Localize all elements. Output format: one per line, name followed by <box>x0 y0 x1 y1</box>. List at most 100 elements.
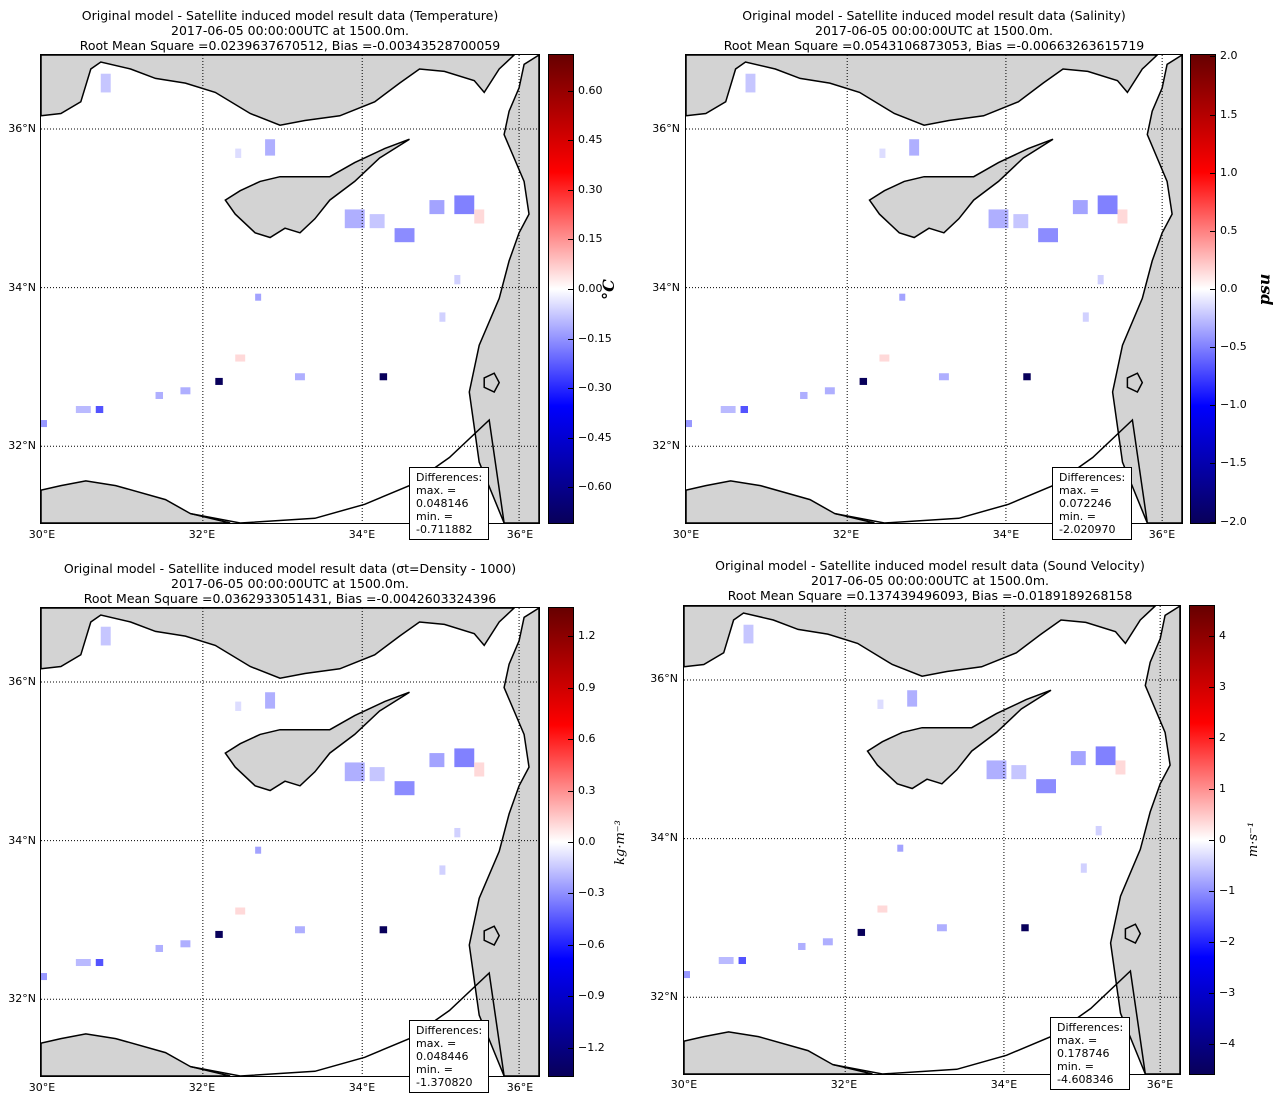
lat-label: 32°N <box>652 439 680 452</box>
colorbar-tick-label: 2.0 <box>1220 49 1238 63</box>
lon-label: 36°E <box>506 528 534 541</box>
anomaly-cell <box>180 387 191 395</box>
map-canvas <box>684 606 1180 1074</box>
colorbar-tick <box>1209 636 1214 638</box>
lon-label: 36°E <box>506 1081 534 1094</box>
anomaly-cell <box>439 865 446 875</box>
cyprus-island <box>224 691 410 792</box>
anomaly-cell <box>718 957 734 965</box>
lat-label: 36°N <box>8 675 36 688</box>
map-title: Original model - Satellite induced model… <box>79 8 501 53</box>
land-south <box>41 1033 231 1076</box>
colorbar-tick <box>568 189 573 191</box>
anomaly-cell <box>988 209 1009 229</box>
anomaly-cell <box>369 214 385 229</box>
colorbar-tick <box>1209 840 1214 841</box>
anomaly-cell <box>822 938 833 946</box>
colorbar-tick-label: 2 <box>1219 731 1226 744</box>
anomaly-cell <box>1036 779 1056 794</box>
colorbar-tick <box>1210 172 1215 174</box>
anomaly-cell <box>907 690 918 707</box>
coastline <box>832 969 1147 1074</box>
differences-box: Differences: max. = 0.178746 min. = -4.608… <box>1050 1017 1131 1090</box>
colorbar-tick <box>1210 56 1215 58</box>
lon-label: 34°E <box>992 528 1020 541</box>
land-east <box>468 608 539 1076</box>
colorbar-tick-label: −3 <box>1219 985 1236 999</box>
colorbar-tick <box>1210 230 1215 232</box>
colorbar-tick <box>568 944 573 946</box>
colorbar-tick <box>1209 789 1214 790</box>
colorbar-tick-label: −0.45 <box>578 430 612 444</box>
anomaly-cell <box>1117 209 1128 224</box>
anomaly-cell <box>454 274 461 285</box>
anomaly-cell <box>1080 863 1087 873</box>
anomaly-cell <box>454 827 461 838</box>
colorbar-tick <box>1210 405 1215 407</box>
colorbar-tick <box>568 687 573 689</box>
anomaly-cell <box>379 926 388 934</box>
anomaly-cell <box>745 73 756 93</box>
colorbar-unit: kg·m⁻³ <box>612 820 628 865</box>
anomaly-cell <box>1072 200 1088 215</box>
colorbar-tick <box>568 996 573 998</box>
anomaly-cell <box>394 228 415 243</box>
anomaly-cell <box>155 391 164 399</box>
colorbar-tick-label: −1.2 <box>578 1040 605 1054</box>
colorbar-tick <box>568 289 573 290</box>
colorbar-tick-label: 0.3 <box>578 783 596 797</box>
colorbar-tick-label: 0.6 <box>578 732 596 746</box>
anomaly-cell <box>474 209 485 224</box>
colorbar-tick <box>568 338 573 340</box>
colorbar-tick-label: 0.15 <box>578 232 603 246</box>
colorbar-tick <box>1209 890 1214 892</box>
anomaly-cell <box>344 209 365 229</box>
small-island <box>483 925 501 946</box>
colorbar-tick <box>1209 992 1214 994</box>
colorbar-tick-label: 1.2 <box>578 629 596 643</box>
lon-label: 30°E <box>28 1081 56 1094</box>
anomaly-cell <box>877 699 884 709</box>
colorbar-tick <box>1209 738 1214 739</box>
colorbar-tick-label: −0.9 <box>578 989 605 1003</box>
map-canvas <box>41 55 539 523</box>
colorbar-tick-label: 0.30 <box>578 182 603 196</box>
colorbar-tick-label: −0.6 <box>578 937 605 951</box>
lat-label: 32°N <box>650 990 678 1003</box>
lat-label: 32°N <box>8 992 36 1005</box>
anomaly-cell <box>740 406 748 414</box>
anomaly-cell <box>743 624 754 644</box>
anomaly-cell <box>235 354 246 362</box>
colorbar-tick <box>568 90 573 92</box>
anomaly-cell <box>1021 924 1029 932</box>
cyprus-island <box>868 138 1054 239</box>
lat-label: 34°N <box>650 831 678 844</box>
colorbar-unit: psu <box>1254 273 1274 306</box>
anomaly-cell <box>100 73 111 93</box>
lon-label: 32°E <box>188 528 216 541</box>
anomaly-cell <box>75 959 91 967</box>
anomaly-cell <box>824 387 835 395</box>
anomaly-cell <box>897 844 904 852</box>
small-island <box>483 372 501 393</box>
colorbar-tick-label: 4 <box>1219 629 1226 643</box>
lat-label: 36°N <box>652 122 680 135</box>
colorbar-tick-label: 0.9 <box>578 680 596 694</box>
anomaly-cell <box>738 957 746 965</box>
colorbar-tick <box>568 739 573 741</box>
anomaly-cell <box>439 312 446 322</box>
lat-label: 36°N <box>8 122 36 135</box>
lat-label: 32°N <box>8 439 36 452</box>
lon-label: 32°E <box>830 1078 858 1091</box>
colorbar-tick <box>568 636 573 638</box>
colorbar-tick <box>568 487 573 489</box>
lon-label: 32°E <box>832 528 860 541</box>
colorbar-tick <box>1209 687 1214 689</box>
anomaly-cell <box>879 148 886 158</box>
anomaly-cell <box>1011 765 1027 780</box>
lat-label: 34°N <box>8 834 36 847</box>
colorbar-tick-label: 0.60 <box>578 83 603 97</box>
cyprus-island <box>866 689 1052 790</box>
colorbar-tick <box>1210 289 1215 290</box>
anomaly-cell <box>95 406 104 414</box>
